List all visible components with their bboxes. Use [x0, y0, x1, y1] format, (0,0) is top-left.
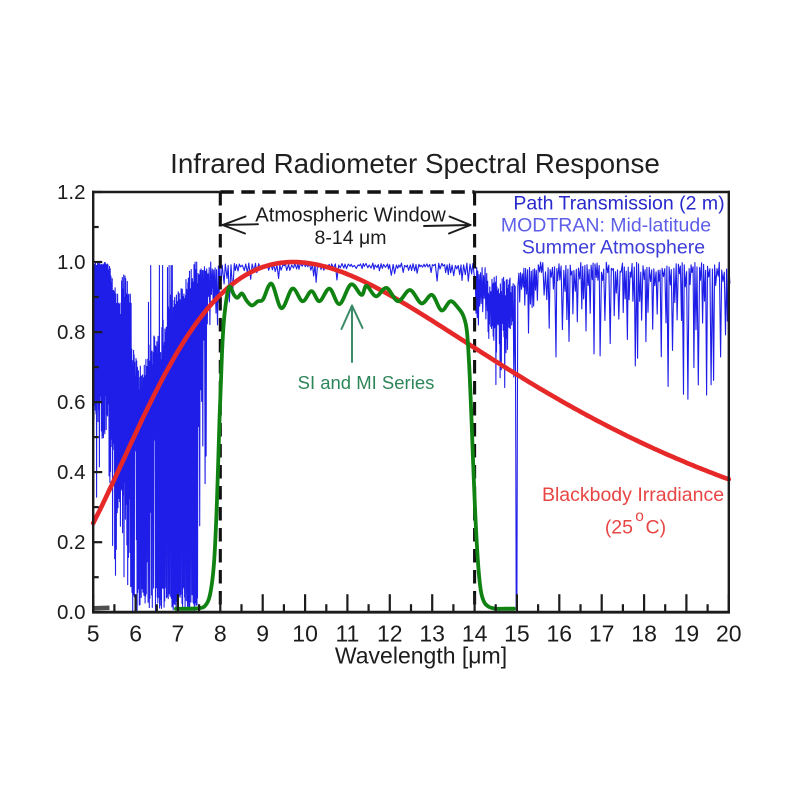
svg-text:8: 8	[214, 621, 227, 647]
svg-text:5: 5	[87, 621, 100, 647]
svg-text:Infrared Radiometer Spectral R: Infrared Radiometer Spectral Response	[170, 148, 660, 179]
svg-text:(25: (25	[605, 517, 633, 539]
svg-text:SI and MI Series: SI and MI Series	[298, 372, 435, 393]
svg-text:Blackbody Irradiance: Blackbody Irradiance	[542, 484, 724, 506]
svg-text:9: 9	[256, 621, 269, 647]
svg-text:Path Transmission (2 m): Path Transmission (2 m)	[513, 193, 724, 215]
svg-text:0.2: 0.2	[57, 531, 86, 554]
svg-text:6: 6	[129, 621, 142, 647]
svg-text:16: 16	[547, 621, 573, 647]
svg-text:15: 15	[504, 621, 530, 647]
svg-text:19: 19	[674, 621, 700, 647]
svg-text:1.2: 1.2	[57, 181, 86, 204]
svg-text:0.8: 0.8	[57, 321, 86, 344]
svg-text:10: 10	[292, 621, 318, 647]
svg-text:0.0: 0.0	[57, 601, 86, 624]
svg-text:8-14 μm: 8-14 μm	[315, 227, 387, 249]
svg-text:C): C)	[646, 517, 667, 539]
svg-text:1.0: 1.0	[57, 251, 86, 274]
svg-text:Summer Atmosphere: Summer Atmosphere	[522, 237, 705, 259]
svg-text:18: 18	[631, 621, 657, 647]
svg-text:7: 7	[172, 621, 185, 647]
svg-text:0.4: 0.4	[57, 461, 86, 484]
svg-text:0.6: 0.6	[57, 391, 86, 414]
svg-text:Wavelength [μm]: Wavelength [μm]	[335, 643, 507, 669]
svg-text:o: o	[635, 508, 644, 525]
svg-text:Atmospheric Window: Atmospheric Window	[255, 205, 446, 227]
svg-text:17: 17	[589, 621, 615, 647]
svg-text:12: 12	[377, 621, 403, 647]
svg-text:11: 11	[335, 621, 359, 647]
svg-text:20: 20	[716, 621, 742, 647]
svg-text:14: 14	[462, 621, 488, 647]
svg-text:13: 13	[419, 621, 445, 647]
svg-text:MODTRAN: Mid-latitude: MODTRAN: Mid-latitude	[501, 215, 711, 237]
